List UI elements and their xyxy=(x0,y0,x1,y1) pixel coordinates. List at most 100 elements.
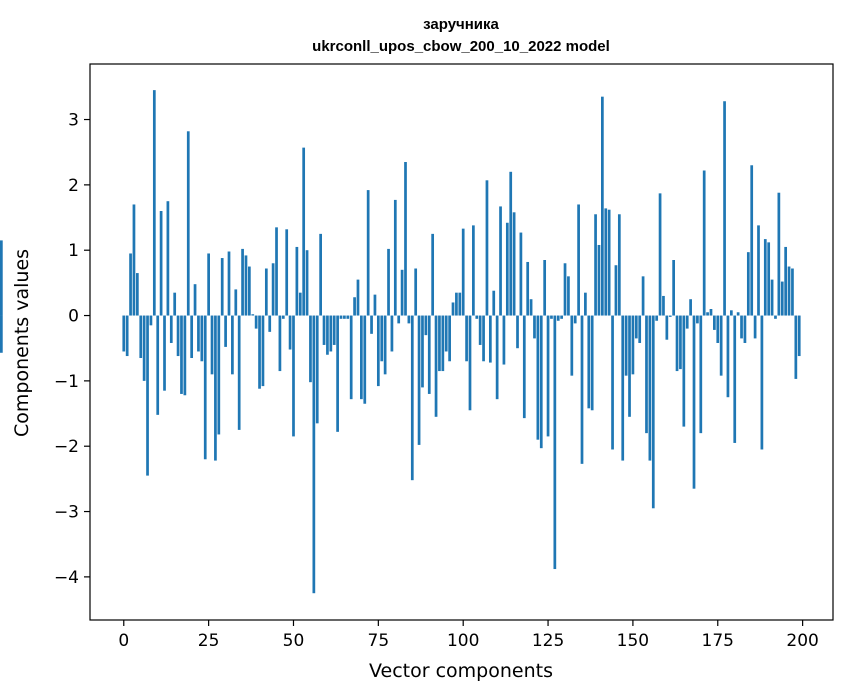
bar xyxy=(774,315,777,319)
bar xyxy=(326,315,329,355)
bar xyxy=(651,315,655,509)
bar xyxy=(668,315,672,317)
bar xyxy=(336,315,339,432)
bar xyxy=(237,315,241,430)
bar xyxy=(285,229,289,316)
bar xyxy=(560,315,563,319)
bar xyxy=(203,315,207,460)
bar xyxy=(380,315,384,362)
bar xyxy=(740,315,743,339)
bar xyxy=(305,250,309,316)
bar xyxy=(193,284,197,316)
bar xyxy=(645,315,648,434)
bar xyxy=(421,315,424,388)
bar xyxy=(733,315,737,443)
bar xyxy=(135,273,139,316)
x-tick-label: 100 xyxy=(447,631,479,651)
bar xyxy=(393,199,397,316)
bar xyxy=(190,315,194,359)
y-axis-label: Components values xyxy=(11,249,33,437)
bar xyxy=(794,315,798,379)
bar xyxy=(746,252,750,316)
bar xyxy=(577,204,580,316)
bar xyxy=(597,244,601,316)
bar xyxy=(760,315,764,450)
bar xyxy=(550,315,553,319)
bar xyxy=(298,292,302,316)
bar xyxy=(580,315,584,464)
bar xyxy=(529,299,533,316)
bar xyxy=(363,315,367,404)
bar xyxy=(180,315,183,394)
bar xyxy=(217,315,221,435)
bar xyxy=(424,315,428,336)
bar xyxy=(410,315,414,481)
bar xyxy=(315,315,319,424)
bar xyxy=(227,251,231,316)
bar xyxy=(780,281,784,316)
bar xyxy=(166,201,170,316)
bar xyxy=(617,214,621,316)
bar xyxy=(539,315,543,449)
bar xyxy=(142,315,146,381)
bar xyxy=(224,315,227,347)
bar xyxy=(207,253,210,316)
bar xyxy=(719,315,723,376)
bar xyxy=(797,315,801,357)
bar xyxy=(716,315,720,343)
bar xyxy=(319,233,322,316)
bar xyxy=(658,193,662,316)
bar xyxy=(275,227,278,316)
bar xyxy=(210,315,214,375)
y-tick-label: 0 xyxy=(68,307,79,327)
bar xyxy=(502,315,506,365)
bar xyxy=(302,147,306,316)
bar xyxy=(692,315,696,489)
bar xyxy=(397,315,401,324)
bar xyxy=(495,315,499,400)
bar xyxy=(706,312,709,316)
bar xyxy=(567,276,570,316)
bar xyxy=(590,315,594,411)
y-tick-label: −1 xyxy=(54,372,79,392)
bar xyxy=(519,232,523,316)
bar xyxy=(526,261,530,316)
bar xyxy=(641,276,645,316)
bar xyxy=(533,315,536,339)
bar xyxy=(254,315,258,329)
bar xyxy=(258,315,261,389)
bar xyxy=(584,292,587,316)
bar xyxy=(407,315,411,324)
bar xyxy=(553,315,557,570)
bar xyxy=(139,315,143,359)
bar xyxy=(699,315,703,434)
bar xyxy=(614,265,618,316)
bar xyxy=(713,315,716,330)
y-tick-label: 2 xyxy=(68,176,79,196)
bar xyxy=(360,315,363,400)
bar xyxy=(546,315,550,437)
bar xyxy=(183,315,187,396)
bar xyxy=(332,315,336,345)
bar xyxy=(159,211,163,316)
bar xyxy=(750,165,754,316)
bar xyxy=(736,312,740,316)
bar xyxy=(152,90,156,316)
bar xyxy=(709,309,713,316)
bar xyxy=(757,225,760,316)
bar xyxy=(665,315,669,340)
bar xyxy=(383,315,387,375)
bar xyxy=(122,315,126,352)
bar xyxy=(251,314,255,316)
bar xyxy=(787,266,791,316)
x-tick-label: 50 xyxy=(283,631,305,651)
bar xyxy=(370,315,373,334)
bar xyxy=(356,279,360,316)
bar xyxy=(682,315,686,427)
bar xyxy=(509,171,513,316)
bar xyxy=(505,222,509,316)
bar xyxy=(458,292,462,316)
bar xyxy=(743,315,747,343)
bar xyxy=(604,208,608,316)
bar xyxy=(353,297,356,316)
